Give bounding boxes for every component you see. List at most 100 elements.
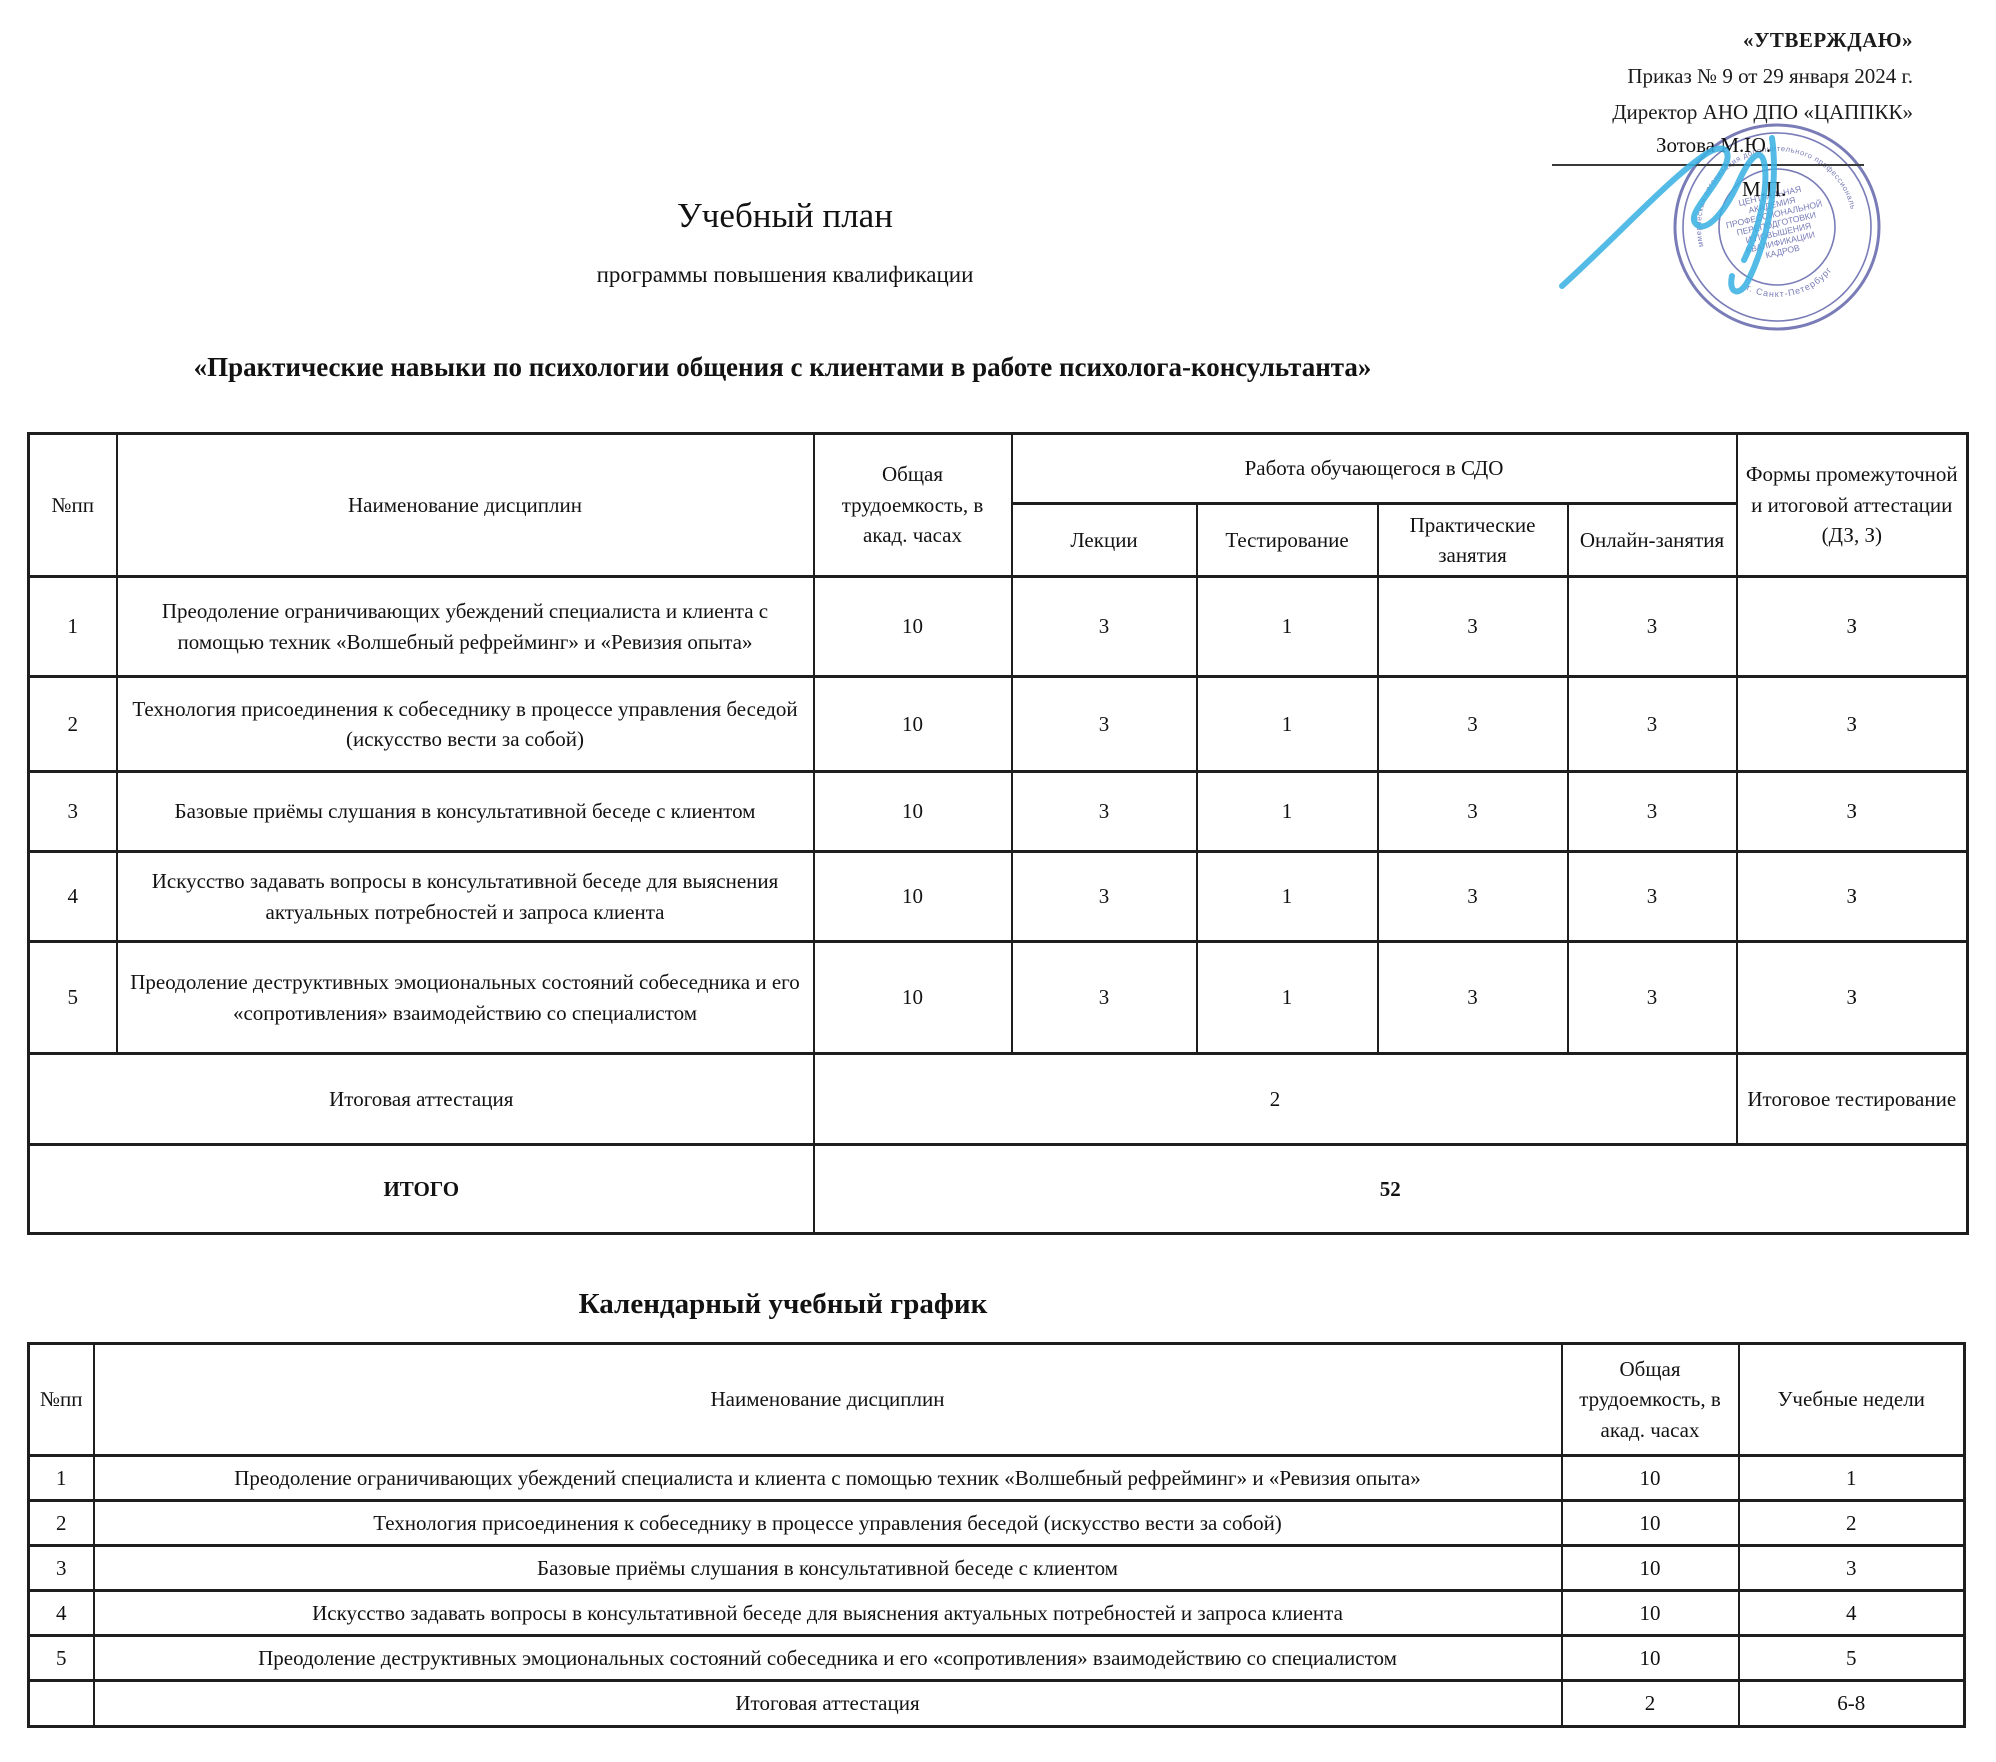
total-hours: 52: [812, 1143, 1969, 1235]
col-header-discipline: Наименование дисциплин: [92, 1342, 1563, 1457]
cell-discipline: Базовые приёмы слушания в консультативно…: [115, 770, 815, 853]
cell-lectures: 3: [1010, 770, 1198, 853]
cell-attestation-form: З: [1735, 850, 1969, 943]
cell-hours: 10: [812, 770, 1013, 853]
cell-lectures: 3: [1010, 575, 1198, 678]
approve-label: «УТВЕРЖДАЮ»: [1742, 28, 1913, 52]
cell-hours: 2: [1560, 1679, 1740, 1728]
final-attestation-label: Итоговая аттестация: [27, 1052, 815, 1146]
cell-num: 3: [27, 770, 118, 853]
cell-practice: 3: [1376, 770, 1569, 853]
cell-num: [27, 1679, 95, 1728]
cell-lectures: 3: [1010, 850, 1198, 943]
cell-hours: 10: [812, 675, 1013, 773]
cell-weeks: 4: [1737, 1589, 1966, 1637]
cell-num: 4: [27, 1589, 95, 1637]
col-header-num: №пп: [27, 1342, 95, 1457]
page-subtitle: программы повышения квалификации: [596, 262, 974, 287]
cell-testing: 1: [1195, 850, 1379, 943]
cell-hours: 10: [812, 575, 1013, 678]
stamp-outer-ring: [1673, 123, 1881, 331]
curriculum-header-row-2: Лекции Тестирование Практические занятия…: [29, 502, 1968, 578]
col-header-weeks: Учебные недели: [1737, 1342, 1966, 1457]
cell-attestation-form: З: [1735, 770, 1969, 853]
cell-online: 3: [1566, 770, 1738, 853]
cell-weeks: 3: [1737, 1544, 1966, 1592]
table-row: 2 Технология присоединения к собеседнику…: [27, 1499, 1966, 1547]
cell-online: 3: [1566, 850, 1738, 943]
table-row: 1 Преодоление ограничивающих убеждений с…: [27, 1454, 1966, 1502]
cell-hours: 10: [812, 940, 1013, 1055]
cell-num: 2: [27, 675, 118, 773]
cell-hours: 10: [1560, 1499, 1740, 1547]
col-header-sdo-group: Работа обучающегося в СДО: [1010, 432, 1738, 505]
table-row: 4 Искусство задавать вопросы в консульта…: [27, 850, 1969, 943]
signature-stroke: [1728, 135, 1777, 295]
cell-weeks: 2: [1737, 1499, 1966, 1547]
cell-practice: 3: [1376, 575, 1569, 678]
cell-num: 1: [27, 1454, 95, 1502]
signature-stroke: [1559, 145, 1769, 289]
cell-num: 2: [27, 1499, 95, 1547]
cell-num: 5: [27, 940, 118, 1055]
col-header-lectures: Лекции: [1010, 502, 1198, 578]
cell-testing: 1: [1195, 675, 1379, 773]
cell-discipline: Искусство задавать вопросы в консультати…: [115, 850, 815, 943]
cell-discipline: Итоговая аттестация: [92, 1679, 1563, 1728]
cell-discipline: Технология присоединения к собеседнику в…: [92, 1499, 1563, 1547]
cell-hours: 10: [1560, 1544, 1740, 1592]
cell-weeks: 1: [1737, 1454, 1966, 1502]
cell-attestation-form: З: [1735, 940, 1969, 1055]
cell-hours: 10: [1560, 1589, 1740, 1637]
program-title: «Практические навыки по психологии общен…: [193, 352, 1372, 382]
curriculum-table: №пп Наименование дисциплин Общая трудоем…: [27, 432, 1970, 1235]
cell-discipline: Базовые приёмы слушания в консультативно…: [92, 1544, 1563, 1592]
final-attestation-row: Итоговая аттестация 2 Итоговое тестирова…: [27, 1052, 1969, 1146]
schedule-section-title: Календарный учебный график: [578, 1288, 988, 1320]
cell-hours: 10: [1560, 1634, 1740, 1682]
page-title: Учебный план: [677, 196, 893, 235]
cell-practice: 3: [1376, 850, 1569, 943]
table-row: 5 Преодоление деструктивных эмоциональны…: [27, 1634, 1966, 1682]
cell-discipline: Искусство задавать вопросы в консультати…: [92, 1589, 1563, 1637]
approval-block: «УТВЕРЖДАЮ» Приказ № 9 от 29 января 2024…: [996, 22, 1913, 130]
cell-testing: 1: [1195, 770, 1379, 853]
cell-practice: 3: [1376, 675, 1569, 773]
table-row: 5 Преодоление деструктивных эмоциональны…: [27, 940, 1969, 1055]
cell-testing: 1: [1195, 940, 1379, 1055]
cell-lectures: 3: [1010, 675, 1198, 773]
col-header-attestation-forms: Формы промежуточной и итоговой аттестаци…: [1735, 432, 1969, 578]
col-header-practice: Практические занятия: [1376, 502, 1569, 578]
cell-online: 3: [1566, 575, 1738, 678]
schedule-header-row: №пп Наименование дисциплин Общая трудоем…: [27, 1342, 1966, 1457]
curriculum-header-row-1: №пп Наименование дисциплин Общая трудоем…: [27, 432, 1969, 578]
cell-online: 3: [1566, 675, 1738, 773]
handwritten-signature: [1559, 135, 1777, 295]
total-row: ИТОГО 52: [27, 1143, 1969, 1235]
cell-num: 3: [27, 1544, 95, 1592]
cell-discipline: Преодоление деструктивных эмоциональных …: [92, 1634, 1563, 1682]
col-header-discipline: Наименование дисциплин: [115, 432, 815, 578]
table-row: 3 Базовые приёмы слушания в консультатив…: [27, 770, 1969, 853]
table-row: 4 Искусство задавать вопросы в консульта…: [27, 1589, 1966, 1637]
cell-discipline: Технология присоединения к собеседнику в…: [115, 675, 815, 773]
cell-num: 4: [27, 850, 118, 943]
cell-num: 1: [27, 575, 118, 678]
cell-practice: 3: [1376, 940, 1569, 1055]
cell-discipline: Преодоление деструктивных эмоциональных …: [115, 940, 815, 1055]
signature-line: [1552, 164, 1864, 166]
cell-hours: 10: [812, 850, 1013, 943]
total-label: ИТОГО: [27, 1143, 815, 1235]
cell-discipline: Преодоление ограничивающих убеждений спе…: [115, 575, 815, 678]
col-header-online: Онлайн-занятия: [1566, 502, 1738, 578]
director-line: Директор АНО ДПО «ЦАППКК»: [1612, 100, 1913, 124]
final-attestation-hours: 2: [812, 1052, 1738, 1146]
cell-discipline: Преодоление ограничивающих убеждений спе…: [92, 1454, 1563, 1502]
schedule-table: №пп Наименование дисциплин Общая трудоем…: [27, 1342, 1966, 1728]
cell-lectures: 3: [1010, 940, 1198, 1055]
cell-weeks: 6-8: [1737, 1679, 1966, 1728]
cell-attestation-form: З: [1735, 675, 1969, 773]
cell-testing: 1: [1195, 575, 1379, 678]
cell-num: 5: [27, 1634, 95, 1682]
